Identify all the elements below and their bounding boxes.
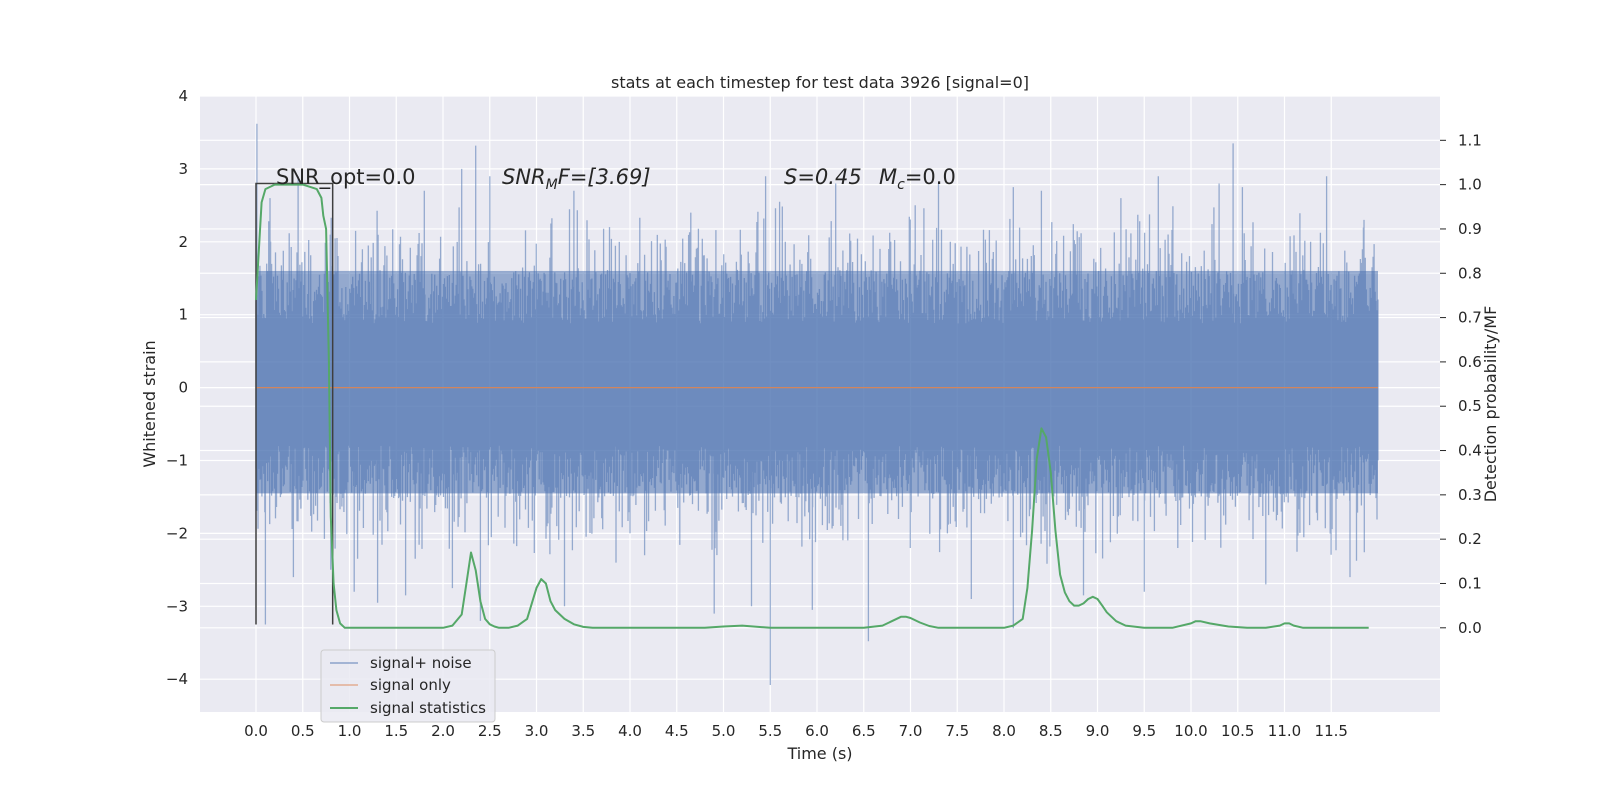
x-tick-label: 11.5 (1315, 722, 1348, 740)
x-tick-label: 11.0 (1268, 722, 1301, 740)
legend-label-signal-only: signal only (370, 676, 451, 694)
annotation-mc-tail: =0.0 (905, 165, 956, 189)
annotation-snr-mf-base: SNR (502, 165, 546, 189)
series-layer (255, 123, 1379, 685)
x-tick-label: 9.0 (1086, 722, 1110, 740)
x-tick-label: 6.0 (805, 722, 829, 740)
annotation-mc-base: M (879, 165, 897, 189)
y-tick-label: −3 (166, 597, 188, 615)
x-tick-label: 5.0 (712, 722, 736, 740)
annotation-snr-mf: SNRMF=[3.69] (502, 165, 651, 193)
x-tick-label: 8.5 (1039, 722, 1063, 740)
x-tick-label: 6.5 (852, 722, 876, 740)
x-tick-label: 4.5 (665, 722, 689, 740)
x-tick-label: 3.0 (525, 722, 549, 740)
y-tick-label: 1 (178, 306, 188, 324)
x-tick-label: 1.5 (384, 722, 408, 740)
y-tick-label: −1 (166, 451, 188, 469)
x-tick-label: 5.5 (758, 722, 782, 740)
y-tick-label: −4 (166, 670, 188, 688)
y-tick-label: 2 (178, 233, 188, 251)
annotation-s-stat: S=0.45 (784, 165, 862, 189)
x-axis-label: Time (s) (786, 744, 852, 763)
y2-tick-label: 0.4 (1458, 442, 1482, 460)
x-tick-label: 10.0 (1174, 722, 1207, 740)
y-tick-label: 3 (178, 160, 188, 178)
y2-tick-label: 1.0 (1458, 176, 1482, 194)
annotation-snr-mf-tail: F=[3.69] (558, 165, 651, 189)
x-tick-label: 9.5 (1132, 722, 1156, 740)
annotation-mc-sub: c (897, 177, 905, 193)
x-tick-label: 0.0 (244, 722, 268, 740)
y2-tick-label: 0.5 (1458, 397, 1482, 415)
x-tick-label: 0.5 (291, 722, 315, 740)
x-tick-label: 8.0 (992, 722, 1016, 740)
x-tick-label: 4.0 (618, 722, 642, 740)
annotation-snr-opt: SNR_opt=0.0 (276, 165, 416, 190)
y-tick-label: −2 (166, 524, 188, 542)
x-tick-label: 7.5 (945, 722, 969, 740)
axes-layer: 0.0 0.5 1.0 1.5 2.0 2.5 3.0 3.5 4.0 4.5 5.0 5.5 6.0 6… (166, 87, 1482, 740)
x-tick-label: 2.5 (478, 722, 502, 740)
y2-tick-label: 0.9 (1458, 220, 1482, 238)
annotation-mc: Mc=0.0 (879, 165, 956, 193)
y2-tick-label: 0.6 (1458, 353, 1482, 371)
series-detection-window (255, 182, 334, 625)
y2-tick-label: 0.3 (1458, 486, 1482, 504)
annotation-snr-mf-sub: M (546, 177, 558, 193)
x-tick-label: 7.0 (899, 722, 923, 740)
legend-box (320, 649, 496, 723)
y2-tick-label: 0.8 (1458, 264, 1482, 282)
legend-label-signal-statistics: signal statistics (370, 699, 486, 717)
x-tick-label: 1.0 (338, 722, 362, 740)
legend-label-signal-noise: signal+ noise (370, 654, 472, 672)
y2-axis-label: Detection probability/MF (1481, 306, 1500, 503)
y-axis-label: Whitened strain (140, 340, 159, 467)
y-tick-label: 0 (178, 379, 188, 397)
y2-tick-label: 1.1 (1458, 131, 1482, 149)
y2-tick-label: 0.7 (1458, 309, 1482, 327)
x-tick-label: 3.5 (571, 722, 595, 740)
y2-tick-label: 0.2 (1458, 530, 1482, 548)
y2-tick-label: 0.0 (1458, 619, 1482, 637)
chart-title: stats at each timestep for test data 392… (611, 73, 1029, 92)
x-tick-label: 2.0 (431, 722, 455, 740)
legend: signal+ noise signal only signal statist… (320, 649, 496, 723)
y2-tick-label: 0.1 (1458, 574, 1482, 592)
series-signal-statistics (255, 183, 1369, 629)
y-tick-label: 4 (178, 87, 188, 105)
x-tick-label: 10.5 (1221, 722, 1254, 740)
annotation-s-stat-text: S=0.45 (784, 165, 862, 189)
